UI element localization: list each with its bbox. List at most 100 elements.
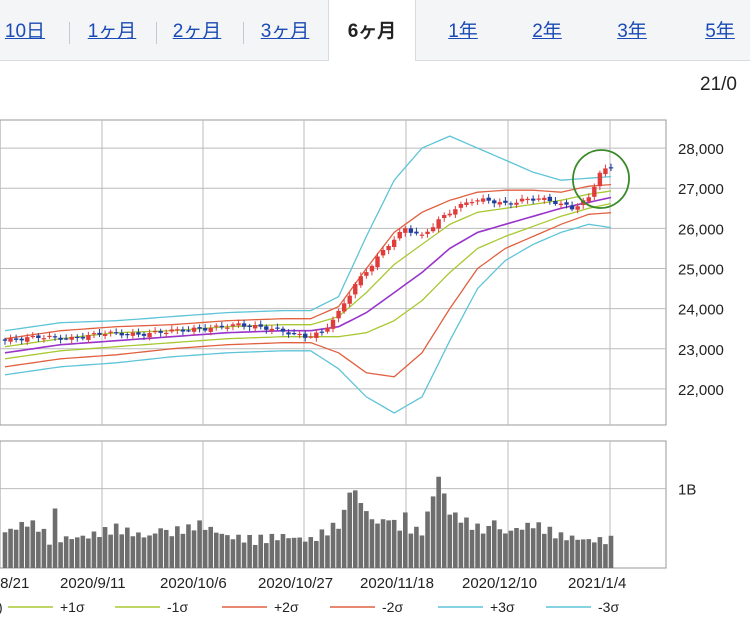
candle-body (58, 337, 63, 340)
volume-bar (391, 519, 397, 568)
candle-body (19, 338, 24, 341)
volume-bar (430, 496, 436, 568)
tab-6[interactable]: 1年 (448, 21, 478, 42)
volume-bar (63, 536, 69, 568)
tab-5[interactable]: 6ヶ月 (328, 0, 416, 61)
candle-body (458, 203, 464, 208)
volume-bar (36, 531, 41, 568)
volume-bar (375, 523, 380, 568)
candle-body (592, 186, 597, 197)
volume-bar (91, 531, 97, 568)
candle-body (419, 234, 425, 236)
volume-bar (169, 536, 175, 568)
candle-body (264, 326, 269, 330)
volume-bar (464, 517, 469, 568)
candle-body (108, 331, 113, 333)
volume-bar (586, 539, 592, 568)
candle-body (575, 206, 580, 210)
price-plot-frame (0, 119, 667, 426)
candle-body (180, 329, 186, 332)
candle-body (425, 231, 430, 235)
candle-body (430, 227, 436, 232)
volume-bar (547, 526, 553, 568)
volume-bar (519, 529, 525, 568)
candle-body (530, 198, 536, 201)
volume-bar (236, 534, 241, 568)
candle-body (586, 197, 591, 202)
tab-4[interactable]: 3ヶ月 (260, 21, 310, 42)
candle-body (492, 200, 497, 204)
candle-body (303, 333, 308, 338)
volume-bar (419, 535, 425, 568)
volume-bar (325, 535, 330, 568)
volume-bar (608, 535, 614, 568)
volume-bar (436, 476, 441, 568)
legend-label: +2σ (274, 599, 299, 615)
candle-body (214, 325, 219, 327)
candle-body (408, 228, 414, 233)
volume-bar (408, 533, 414, 568)
tab-separator (69, 22, 70, 44)
candle-body (275, 327, 280, 329)
volume-bar (13, 529, 19, 568)
volume-bar (514, 527, 519, 568)
volume-bar (575, 539, 580, 568)
candle-body (169, 329, 174, 332)
volume-bar (269, 533, 275, 568)
volume-bar (314, 540, 319, 568)
volume-bar (414, 526, 419, 568)
legend-label: -1σ (167, 599, 188, 615)
date-tick-label: 2020/10/6 (160, 575, 227, 592)
volume-bar (397, 530, 403, 568)
candle-body (325, 327, 330, 332)
volume-bar (74, 537, 80, 568)
tab-1[interactable]: 10日 (4, 21, 46, 42)
volume-bar (330, 522, 336, 568)
volume-bar (541, 533, 547, 568)
candle-body (69, 336, 74, 340)
tab-8[interactable]: 3年 (617, 21, 647, 42)
volume-bar (491, 520, 497, 568)
candle-body (258, 324, 263, 327)
candle-body (152, 330, 158, 333)
candle-body (558, 203, 564, 206)
candle-body (52, 336, 58, 338)
band-ma (4, 196, 612, 354)
volume-bar (508, 530, 514, 568)
tab-9[interactable]: 5年 (705, 21, 735, 42)
volume-bar (52, 508, 58, 568)
volume-bar (225, 535, 230, 568)
candle-body (380, 250, 386, 256)
candle-body (225, 327, 230, 329)
candle-body (25, 337, 30, 342)
date-tick-label: 2020/11/18 (360, 575, 434, 592)
candle-body (553, 201, 558, 205)
date-label: 21/0 (700, 74, 737, 95)
candle-body (469, 202, 475, 204)
candle-body (341, 303, 347, 312)
candle-body (230, 324, 236, 327)
band-minus2 (4, 212, 612, 378)
candle-body (314, 332, 319, 339)
candle-body (241, 323, 247, 327)
candle-body (414, 231, 419, 234)
price-tick-label: 26,000 (678, 221, 724, 238)
tab-2[interactable]: 1ヶ月 (87, 21, 137, 42)
volume-bar (2, 532, 8, 568)
candle-body (41, 338, 47, 340)
candle-body (353, 284, 358, 295)
candle-body (603, 168, 608, 175)
candle-body (286, 332, 291, 335)
volume-bar (319, 529, 325, 568)
legend-label: +1σ (60, 599, 85, 615)
volume-bar (453, 512, 458, 568)
candle-body (136, 332, 141, 335)
volume-bar (564, 540, 569, 568)
tab-3[interactable]: 2ヶ月 (172, 21, 222, 42)
volume-bar (102, 527, 108, 568)
candle-body (47, 335, 52, 338)
candle-body (197, 327, 202, 329)
date-tick-label: 2021/1/4 (568, 575, 626, 592)
date-tick-label: 2020/12/10 (462, 575, 537, 592)
tab-7[interactable]: 2年 (532, 21, 562, 42)
